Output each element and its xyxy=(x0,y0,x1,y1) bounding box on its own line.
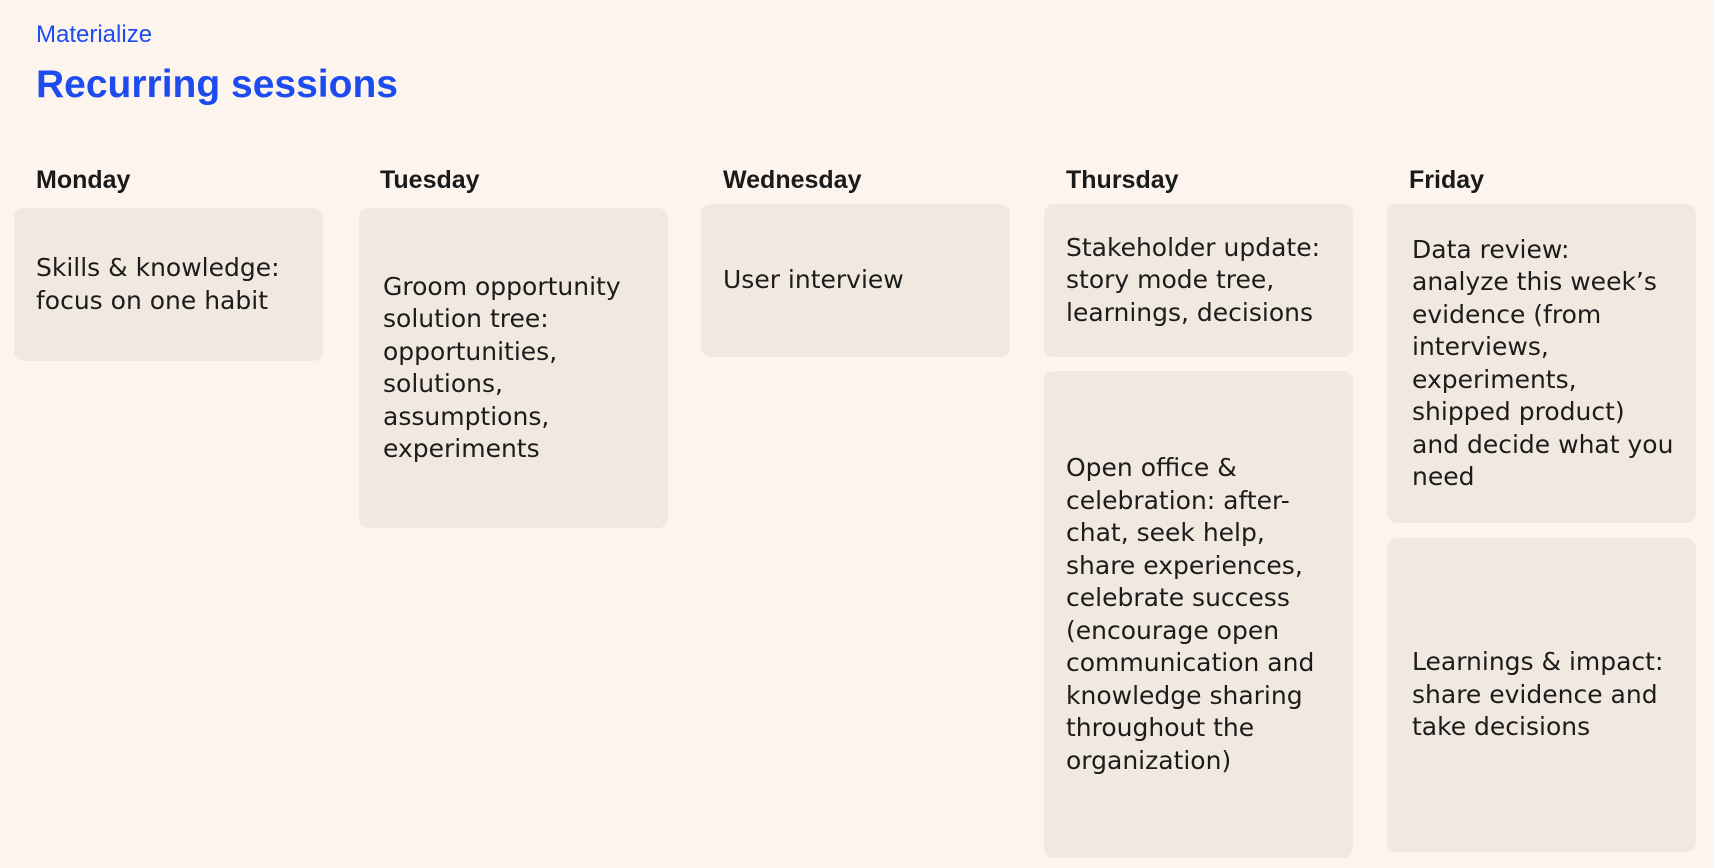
session-card[interactable]: Learnings & impact: share evidence and t… xyxy=(1387,538,1696,852)
day-heading-monday: Monday xyxy=(36,166,131,194)
page-title: Recurring sessions xyxy=(36,63,398,106)
session-text: Open office & celebration: after-chat, s… xyxy=(1066,453,1315,775)
day-heading-tuesday: Tuesday xyxy=(380,166,480,194)
session-text: User interview xyxy=(723,265,904,295)
session-card[interactable]: Open office & celebration: after-chat, s… xyxy=(1044,371,1353,858)
day-heading-friday: Friday xyxy=(1409,166,1485,194)
session-card[interactable]: Groom opportunity solution tree: opportu… xyxy=(359,208,668,528)
session-text: Stakeholder update: story mode tree, lea… xyxy=(1066,232,1321,327)
eyebrow-label: Materialize xyxy=(36,21,153,48)
session-card[interactable]: Skills & knowledge: focus on one habit xyxy=(14,208,323,361)
session-card[interactable]: Data review: analyze this week’s evidenc… xyxy=(1387,204,1696,523)
day-heading-wednesday: Wednesday xyxy=(723,166,862,194)
session-card[interactable]: Stakeholder update: story mode tree, lea… xyxy=(1044,204,1353,357)
session-text: Data review: analyze this week’s evidenc… xyxy=(1412,234,1674,492)
session-text: Learnings & impact: share evidence and t… xyxy=(1412,647,1664,742)
session-text: Skills & knowledge: focus on one habit xyxy=(36,253,280,315)
session-text: Groom opportunity solution tree: opportu… xyxy=(383,271,621,464)
session-card[interactable]: User interview xyxy=(701,204,1010,357)
day-heading-thursday: Thursday xyxy=(1066,166,1179,194)
